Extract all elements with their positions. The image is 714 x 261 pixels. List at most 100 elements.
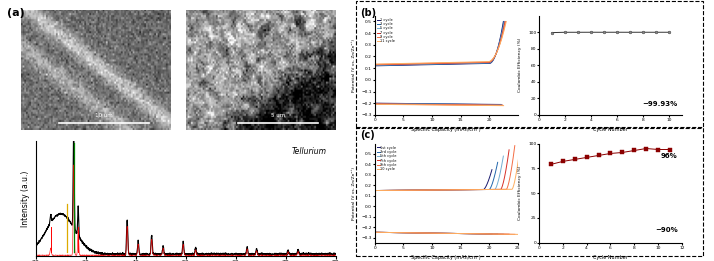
10 cycle <box>441 188 449 192</box>
9 cycle <box>371 63 379 66</box>
Y-axis label: Potential (V vs. Zn/Zn²⁺): Potential (V vs. Zn/Zn²⁺) <box>352 39 356 92</box>
9th cycle <box>454 188 463 191</box>
Line: 11 cycle: 11 cycle <box>375 21 506 64</box>
7 cycle <box>433 62 442 65</box>
5 cycle <box>501 20 509 23</box>
1st cycle <box>485 177 493 180</box>
7th cycle <box>451 188 459 191</box>
Y-axis label: Coulombic Efficiency (%): Coulombic Efficiency (%) <box>518 38 523 92</box>
7 cycle <box>433 62 441 65</box>
1st cycle <box>371 189 379 192</box>
3 cycle <box>500 20 508 23</box>
Legend: 1 cycle, 3 cycle, 5 cycle, 7 cycle, 9 cycle, 11 cycle: 1 cycle, 3 cycle, 5 cycle, 7 cycle, 9 cy… <box>376 17 396 44</box>
5th cycle <box>440 188 448 192</box>
3rd cycle <box>491 174 499 177</box>
7 cycle <box>371 63 379 66</box>
9 cycle <box>478 61 486 64</box>
9th cycle <box>438 188 446 192</box>
5th cycle <box>476 188 485 191</box>
1st cycle <box>426 188 435 192</box>
1 cycle <box>440 63 448 66</box>
Line: 7th cycle: 7th cycle <box>375 150 509 191</box>
11 cycle <box>499 33 508 36</box>
1st cycle <box>434 188 443 192</box>
3rd cycle <box>443 188 452 191</box>
5th cycle <box>431 188 440 192</box>
5th cycle <box>433 188 441 192</box>
3 cycle <box>441 62 449 66</box>
7th cycle <box>435 188 443 192</box>
1 cycle <box>476 62 485 65</box>
3rd cycle <box>430 188 438 192</box>
3 cycle <box>496 35 505 39</box>
5 cycle <box>433 62 441 66</box>
3rd cycle <box>437 188 446 192</box>
10 cycle <box>440 188 448 192</box>
5 cycle <box>432 62 441 66</box>
Line: 9 cycle: 9 cycle <box>375 21 506 64</box>
X-axis label: Cycle Number: Cycle Number <box>593 255 628 260</box>
5 cycle <box>441 62 449 65</box>
5th cycle <box>371 189 379 192</box>
9th cycle <box>486 188 494 191</box>
5 cycle <box>371 64 379 67</box>
Text: 5 um: 5 um <box>271 114 286 118</box>
Line: 5th cycle: 5th cycle <box>375 156 503 191</box>
Legend: 1st cycle, 3rd cycle, 5th cycle, 7th cycle, 9th cycle, 10 cycle: 1st cycle, 3rd cycle, 5th cycle, 7th cyc… <box>376 145 397 172</box>
9 cycle <box>501 20 510 23</box>
7th cycle <box>443 188 452 191</box>
Line: 7 cycle: 7 cycle <box>375 21 505 65</box>
3 cycle <box>371 64 379 67</box>
9th cycle <box>371 189 379 192</box>
3rd cycle <box>471 188 480 191</box>
Line: 10 cycle: 10 cycle <box>375 144 521 191</box>
7th cycle <box>481 188 489 191</box>
7 cycle <box>498 34 506 37</box>
7th cycle <box>371 189 379 192</box>
3 cycle <box>433 63 441 66</box>
9 cycle <box>433 62 441 65</box>
Y-axis label: Potential (V vs. Zn/Zn²⁺): Potential (V vs. Zn/Zn²⁺) <box>352 167 356 220</box>
11 cycle <box>433 61 441 64</box>
Line: 3rd cycle: 3rd cycle <box>375 162 498 191</box>
7 cycle <box>448 62 457 65</box>
3rd cycle <box>429 188 438 192</box>
9 cycle <box>448 61 457 64</box>
9 cycle <box>441 61 450 64</box>
11 cycle <box>478 60 487 63</box>
Line: 3 cycle: 3 cycle <box>375 21 504 66</box>
11 cycle <box>433 61 442 64</box>
Text: ~99.93%: ~99.93% <box>643 101 678 107</box>
3 cycle <box>476 62 485 65</box>
7 cycle <box>441 62 450 65</box>
Line: 5 cycle: 5 cycle <box>375 21 505 65</box>
X-axis label: Specific Capacity (mAh/cm²): Specific Capacity (mAh/cm²) <box>411 255 481 260</box>
5th cycle <box>447 188 456 191</box>
10 cycle <box>513 167 521 170</box>
9th cycle <box>446 188 455 191</box>
Text: 96%: 96% <box>661 153 678 159</box>
1st cycle <box>466 188 475 191</box>
9th cycle <box>507 168 516 171</box>
7 cycle <box>501 20 509 23</box>
9th cycle <box>511 144 519 147</box>
Line: 1 cycle: 1 cycle <box>375 21 503 66</box>
5th cycle <box>496 171 505 174</box>
Y-axis label: Intensity (a.u.): Intensity (a.u.) <box>21 170 30 227</box>
10 cycle <box>490 188 498 191</box>
9th cycle <box>437 188 446 192</box>
3 cycle <box>432 63 441 66</box>
10 cycle <box>457 188 466 191</box>
1st cycle <box>441 188 449 192</box>
11 cycle <box>442 61 451 64</box>
11 cycle <box>449 61 458 64</box>
1 cycle <box>496 36 505 39</box>
1 cycle <box>431 63 440 66</box>
3rd cycle <box>493 161 502 164</box>
7 cycle <box>478 61 486 64</box>
1 cycle <box>447 63 456 66</box>
9 cycle <box>498 33 507 36</box>
3rd cycle <box>371 189 379 192</box>
1st cycle <box>427 188 436 192</box>
1st cycle <box>488 168 496 171</box>
